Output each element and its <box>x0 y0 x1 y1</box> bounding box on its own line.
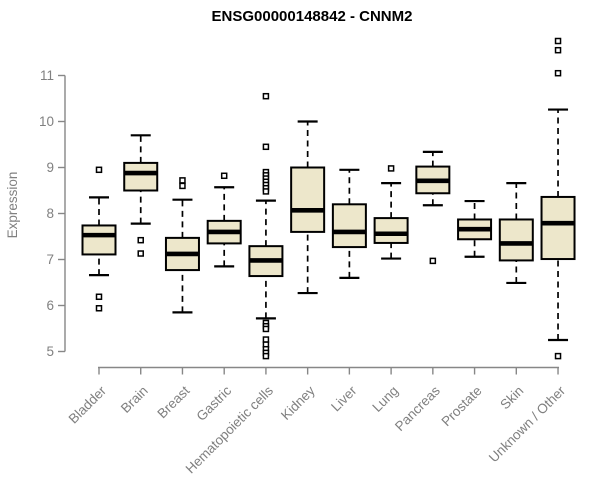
outlier-point <box>262 336 270 343</box>
outlier-point <box>137 250 144 257</box>
outlier-point <box>262 92 270 100</box>
outlier-point <box>95 305 103 312</box>
outlier-point <box>554 37 562 45</box>
y-tick-label: 9 <box>46 160 54 175</box>
boxplot-liver <box>331 168 367 279</box>
outlier-point <box>95 166 103 174</box>
y-tick-label: 10 <box>39 114 54 129</box>
x-tick-label-lung: Lung <box>369 383 401 415</box>
boxplot-brain <box>123 134 159 257</box>
outlier-point <box>220 172 228 180</box>
x-tick-label-brain: Brain <box>118 383 151 416</box>
boxplot-hematopoietic-cells <box>248 92 284 360</box>
x-tick-label-prostate: Prostate <box>439 383 485 429</box>
boxplot-bladder <box>81 166 117 312</box>
outlier-point <box>179 177 186 184</box>
x-tick-label-gastric: Gastric <box>193 383 234 424</box>
iqr-box <box>123 161 159 192</box>
x-tick-label-bladder: Bladder <box>66 383 110 427</box>
y-axis-label: Expression <box>5 172 20 239</box>
outlier-point <box>262 325 270 333</box>
y-tick-label: 8 <box>46 206 54 221</box>
iqr-box <box>331 203 367 249</box>
outlier-point <box>179 182 186 190</box>
x-tick-label-unknown-other: Unknown / Other <box>486 383 569 466</box>
outlier-point <box>554 69 562 77</box>
y-tick-label: 5 <box>46 344 54 359</box>
outlier-point <box>95 293 103 301</box>
x-tick-label-kidney: Kidney <box>278 383 318 423</box>
boxplot-breast <box>164 177 200 314</box>
outlier-point <box>429 257 437 265</box>
y-axis: 5 6 7 8 9 10 11 <box>39 68 66 359</box>
boxplot-gastric <box>206 172 242 268</box>
outlier-point <box>262 143 270 151</box>
y-tick-label: 6 <box>46 298 54 313</box>
y-tick-label: 7 <box>46 252 54 267</box>
iqr-box <box>498 218 534 262</box>
outlier-point <box>262 188 270 195</box>
x-tick-label-skin: Skin <box>497 383 526 412</box>
outlier-point <box>387 165 395 172</box>
iqr-box <box>373 217 409 244</box>
x-tick-label-breast: Breast <box>154 383 192 421</box>
boxplot-unknown-other <box>540 37 576 360</box>
y-tick-label: 11 <box>40 68 54 83</box>
outlier-point <box>554 46 562 54</box>
x-tick-label-pancreas: Pancreas <box>392 383 443 434</box>
iqr-box <box>540 195 576 261</box>
iqr-box <box>81 224 117 256</box>
plot-area: 5 6 7 8 9 10 11 Bladder Brain Breast GastricHemato… <box>39 37 576 476</box>
iqr-box <box>290 166 326 233</box>
boxplot-pancreas <box>415 150 451 265</box>
boxplot-prostate <box>457 199 493 258</box>
outlier-point <box>554 352 562 360</box>
x-tick-label-liver: Liver <box>328 383 360 415</box>
boxplot-lung <box>373 165 409 260</box>
outlier-point <box>262 352 270 360</box>
boxplot-skin <box>498 182 534 285</box>
chart-title: ENSG00000148842 - CNNM2 <box>212 8 413 25</box>
boxplot-kidney <box>290 120 326 295</box>
outlier-point <box>137 236 144 244</box>
